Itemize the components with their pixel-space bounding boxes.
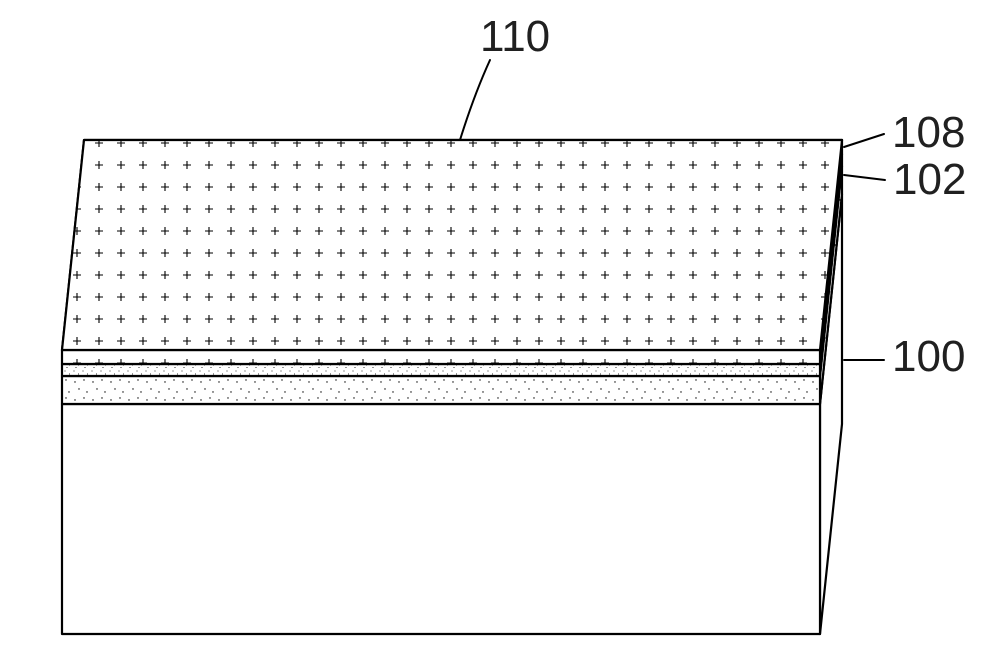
layer-100-front [62, 404, 820, 634]
leader-108 [844, 134, 884, 147]
layer-110-top-outline [62, 140, 842, 350]
figure-stage: 110 108 102 100 [0, 0, 1000, 658]
leader-102 [844, 175, 885, 180]
layer-102-front [62, 376, 820, 404]
layer-108-front [62, 364, 820, 376]
layer-110-front [62, 350, 820, 364]
callout-110: 110 [480, 12, 550, 62]
leader-110 [460, 60, 490, 140]
callout-108: 108 [892, 108, 965, 158]
callout-100: 100 [892, 332, 965, 382]
callout-102: 102 [893, 155, 966, 205]
layer-diagram [0, 0, 1000, 658]
